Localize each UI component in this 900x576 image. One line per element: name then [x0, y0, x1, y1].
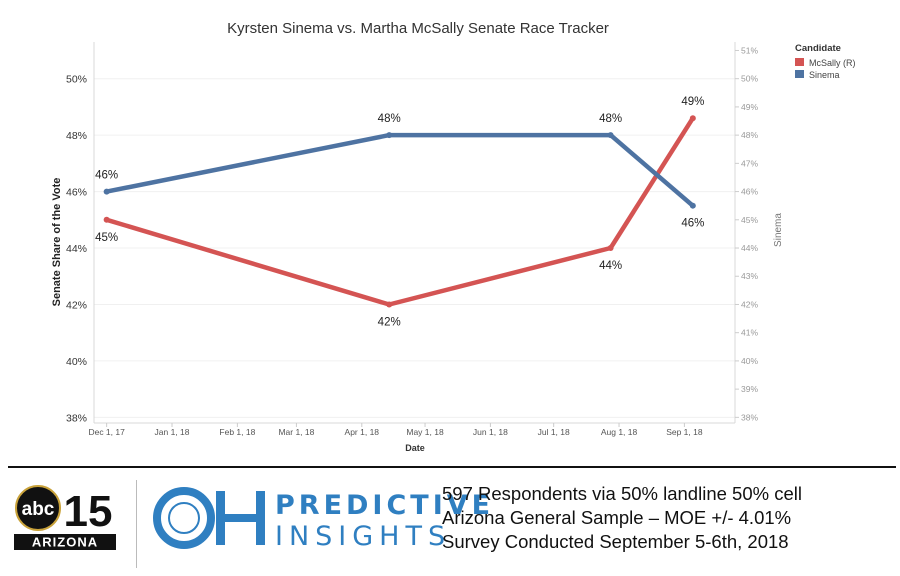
legend: Candidate McSally (R) Sinema — [795, 43, 856, 80]
data-point — [103, 188, 110, 195]
legend-label: Sinema — [809, 70, 840, 80]
data-label: 46% — [681, 218, 704, 230]
y-tick-label: 48% — [66, 130, 87, 142]
abc-channel-number: 15 — [64, 487, 113, 536]
abc-network-text: abc — [22, 499, 55, 520]
x-tick-label: Feb 1, 18 — [219, 427, 255, 437]
x-tick-label: Aug 1, 18 — [601, 427, 638, 437]
data-point — [607, 132, 614, 139]
y-tick-label: 40% — [66, 356, 87, 368]
x-tick-label: Apr 1, 18 — [345, 427, 380, 437]
data-point — [689, 202, 696, 209]
x-tick-label: Jun 1, 18 — [473, 427, 508, 437]
legend-title: Candidate — [795, 43, 841, 54]
y-tick-label: 50% — [66, 74, 87, 86]
footer: abc 15 ARIZONA PREDICTIVE INSIGHTS 597 R… — [0, 466, 900, 576]
right-tick-label: 42% — [741, 299, 758, 309]
footer-divider — [8, 466, 896, 468]
x-tick-label: Jan 1, 18 — [155, 427, 190, 437]
abc15-logo: abc 15 ARIZONA — [14, 484, 116, 550]
brand-line-2: INSIGHTS — [275, 521, 452, 552]
right-tick-label: 39% — [741, 384, 758, 394]
data-labels: 45% 42% 44% 49% 46% 48% 48% 46% — [95, 96, 704, 328]
legend-swatch — [795, 70, 804, 78]
survey-details: 597 Respondents via 50% landline 50% cel… — [442, 482, 802, 554]
abc-region-text: ARIZONA — [32, 535, 98, 550]
data-label: 42% — [378, 316, 401, 328]
data-label: 46% — [95, 170, 118, 182]
data-point — [386, 132, 393, 139]
y-axis-title: Senate Share of the Vote — [51, 178, 63, 307]
predictive-insights-oh-mark — [153, 487, 265, 549]
right-tick-label: 46% — [741, 187, 758, 197]
right-tick-label: 48% — [741, 130, 758, 140]
x-tick-label: Mar 1, 18 — [278, 427, 314, 437]
x-tick-label: Sep 1, 18 — [666, 427, 703, 437]
axes: 38% 40% 42% 44% 46% 48% 50% 38% 39% 40% 41% 42% 43% 4… — [66, 42, 758, 437]
right-axis-title: Sinema — [773, 213, 784, 247]
survey-line-respondents: 597 Respondents via 50% landline 50% cel… — [442, 483, 802, 504]
right-tick-label: 44% — [741, 243, 758, 253]
series-line-sinema — [104, 132, 696, 208]
logo-divider — [136, 480, 137, 568]
x-tick-label: Dec 1, 17 — [88, 427, 125, 437]
data-label: 49% — [681, 96, 704, 108]
legend-swatch — [795, 58, 804, 66]
right-tick-label: 49% — [741, 102, 758, 112]
brand-line-1: PREDICTIVE — [275, 490, 495, 521]
data-label: 48% — [599, 113, 622, 125]
data-label: 45% — [95, 232, 118, 244]
data-point — [689, 115, 696, 122]
legend-items: McSally (R) Sinema — [795, 58, 856, 80]
data-point — [386, 301, 393, 308]
right-tick-label: 51% — [741, 45, 758, 55]
data-label: 44% — [599, 260, 622, 272]
y-tick-label: 44% — [66, 243, 87, 255]
grid-lines — [94, 78, 735, 418]
right-tick-label: 41% — [741, 328, 758, 338]
right-tick-label: 43% — [741, 271, 758, 281]
x-tick-label: Jul 1, 18 — [538, 427, 570, 437]
data-point — [607, 245, 614, 252]
series-lines — [103, 115, 696, 308]
x-tick-label: May 1, 18 — [406, 427, 444, 437]
y-tick-label: 38% — [66, 412, 87, 424]
chart-title: Kyrsten Sinema vs. Martha McSally Senate… — [227, 20, 609, 37]
right-tick-label: 47% — [741, 158, 758, 168]
data-point — [103, 216, 110, 223]
right-tick-label: 38% — [741, 412, 758, 422]
senate-race-chart: Kyrsten Sinema vs. Martha McSally Senate… — [51, 20, 856, 453]
data-label: 48% — [378, 113, 401, 125]
y-tick-label: 46% — [66, 187, 87, 199]
right-tick-label: 50% — [741, 74, 758, 84]
legend-label: McSally (R) — [809, 58, 856, 68]
survey-line-dates: Survey Conducted September 5-6th, 2018 — [442, 531, 789, 552]
right-tick-label: 40% — [741, 356, 758, 366]
predictive-insights-wordmark: PREDICTIVE INSIGHTS — [275, 492, 494, 550]
series-line-mcsally-r — [104, 115, 696, 307]
survey-line-sample: Arizona General Sample – MOE +/- 4.01% — [442, 507, 792, 528]
y-tick-label: 42% — [66, 299, 87, 311]
x-axis-title: Date — [405, 443, 425, 453]
right-tick-label: 45% — [741, 215, 758, 225]
